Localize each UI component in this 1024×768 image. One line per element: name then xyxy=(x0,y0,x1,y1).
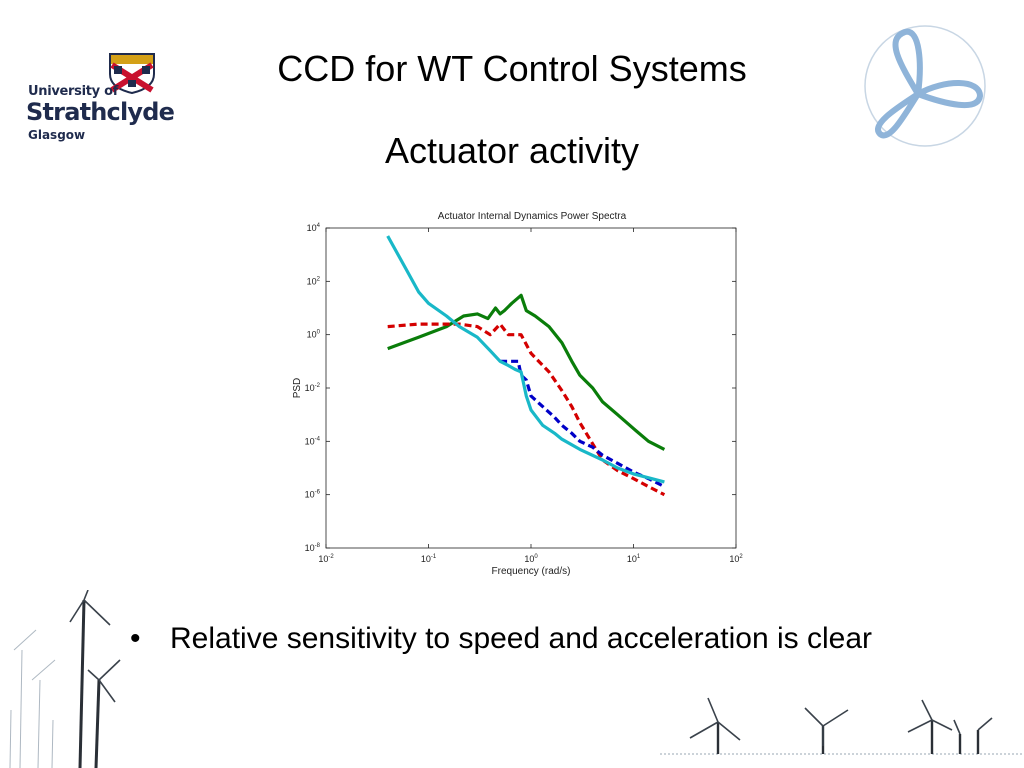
page-subtitle: Actuator activity xyxy=(384,130,640,171)
bullet-text: Relative sensitivity to speed and accele… xyxy=(170,622,873,655)
axes-layer: 10-2 10-1 100 101 102 104 102 100 10-2 10-4 10-6 10… xyxy=(305,223,744,564)
logo-line-2: Strathclyde xyxy=(26,98,175,126)
y-tick-label: 102 xyxy=(307,276,321,286)
logo-line-1: University of xyxy=(28,84,119,99)
y-tick-label: 10-8 xyxy=(305,543,321,553)
series-line-0 xyxy=(387,293,666,451)
crest-icon xyxy=(109,53,155,94)
bullet-item: • Relative sensitivity to speed and accel… xyxy=(130,622,872,656)
logo-line-3: Glasgow xyxy=(28,128,86,142)
wind-turbines-left-icon xyxy=(9,590,121,768)
x-axis-label: Frequency (rad/s) xyxy=(492,566,571,577)
university-logo: University of Strathclyde Glasgow xyxy=(22,48,175,148)
series-layer xyxy=(386,235,666,497)
plot-area xyxy=(325,227,737,549)
x-tick-label: 101 xyxy=(627,554,641,564)
wind-turbines-bottom-icon xyxy=(660,697,1024,755)
y-tick-label: 104 xyxy=(307,223,321,233)
x-tick-label: 10-2 xyxy=(318,554,334,564)
x-tick-label: 100 xyxy=(524,554,538,564)
y-axis-label: PSD xyxy=(292,378,303,399)
x-tick-label: 102 xyxy=(729,554,743,564)
y-tick-label: 10-2 xyxy=(305,383,321,393)
bullet-dot-icon: • xyxy=(130,622,141,655)
y-tick-label: 100 xyxy=(307,330,321,340)
tri-blade-logo-icon xyxy=(864,25,986,147)
y-tick-label: 10-6 xyxy=(305,490,321,500)
page-title: CCD for WT Control Systems xyxy=(277,48,747,89)
x-tick-label: 10-1 xyxy=(421,554,437,564)
series-line-3 xyxy=(386,235,665,484)
series-line-1 xyxy=(387,322,666,497)
chart-title: Actuator Internal Dynamics Power Spectra xyxy=(438,211,627,222)
y-tick-label: 10-4 xyxy=(305,436,321,446)
psd-chart: Actuator Internal Dynamics Power Spectra… xyxy=(292,211,744,577)
